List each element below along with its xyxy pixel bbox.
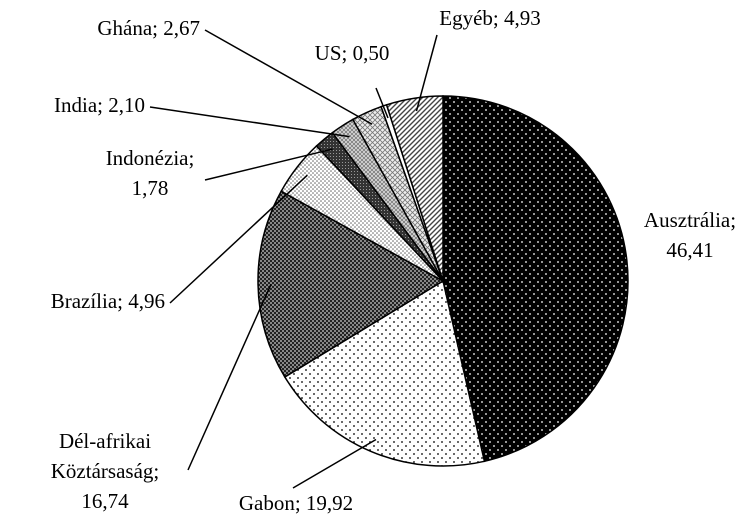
- data-label-line: 46,41: [666, 238, 713, 262]
- data-label-line: Köztársaság;: [51, 459, 159, 483]
- leader-line: [169, 174, 308, 304]
- data-label: Ausztrália; 46,41: [644, 208, 736, 262]
- data-label-line: US; 0,50: [315, 41, 390, 65]
- data-label-line: Gabon; 19,92: [239, 491, 353, 515]
- data-label: Indonézia; 1,78: [106, 146, 195, 200]
- leader-line: [375, 87, 389, 119]
- leader-line: [415, 34, 438, 112]
- data-label: Brazília; 4,96: [51, 289, 165, 313]
- data-label-line: Brazília; 4,96: [51, 289, 165, 313]
- data-label-line: Ausztrália;: [644, 208, 736, 232]
- leader-line: [292, 438, 377, 489]
- data-label: US; 0,50: [315, 41, 390, 65]
- data-label: Egyéb; 4,93: [439, 6, 540, 30]
- data-label-line: Dél-afrikai: [59, 429, 151, 453]
- data-label-line: India; 2,10: [54, 93, 145, 117]
- pie-slice: [283, 279, 486, 467]
- data-label-line: Indonézia;: [106, 146, 195, 170]
- leader-line: [149, 106, 350, 138]
- data-label-line: Ghána; 2,67: [97, 16, 200, 40]
- leader-line: [204, 148, 333, 181]
- data-label: Ghána; 2,67: [97, 16, 200, 40]
- data-label: Dél-afrikai Köztársaság; 16,74: [51, 429, 159, 513]
- leader-line: [204, 29, 373, 125]
- pie-slice: [385, 95, 444, 282]
- data-label: Gabon; 19,92: [239, 491, 353, 515]
- data-label-line: 1,78: [132, 176, 169, 200]
- data-label-line: 16,74: [81, 489, 129, 513]
- pie-slice: [442, 95, 629, 463]
- data-label: India; 2,10: [54, 93, 145, 117]
- leader-line: [187, 284, 272, 471]
- data-label-line: Egyéb; 4,93: [439, 6, 540, 30]
